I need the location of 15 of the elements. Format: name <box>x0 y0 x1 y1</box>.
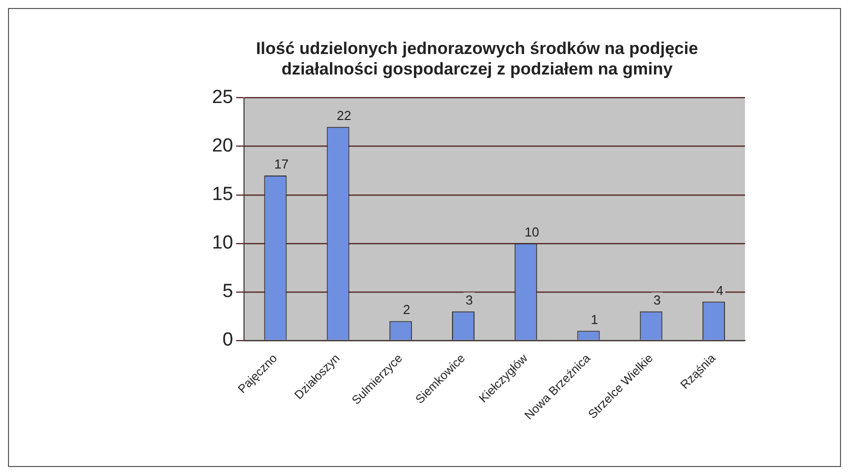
y-tick-label: 20 <box>212 136 234 157</box>
y-tick-label: 15 <box>212 184 234 206</box>
data-label: 4 <box>716 282 724 298</box>
y-tick-label: 10 <box>212 232 234 254</box>
y-tick-label: 5 <box>222 281 234 302</box>
data-label: 10 <box>524 224 540 240</box>
y-tick-label: 0 <box>222 330 234 351</box>
chart-title: Ilość udzielonych jednorazowych środków na podjęcie działalności gospodarczej z podziałem na gminy <box>256 38 698 78</box>
data-label: 17 <box>274 156 289 172</box>
data-label: 3 <box>466 292 473 308</box>
data-label: 3 <box>653 292 661 308</box>
data-label: 22 <box>336 108 352 124</box>
data-label: 1 <box>590 312 598 327</box>
y-tick-label: 25 <box>212 87 234 108</box>
data-label: 2 <box>403 302 410 318</box>
